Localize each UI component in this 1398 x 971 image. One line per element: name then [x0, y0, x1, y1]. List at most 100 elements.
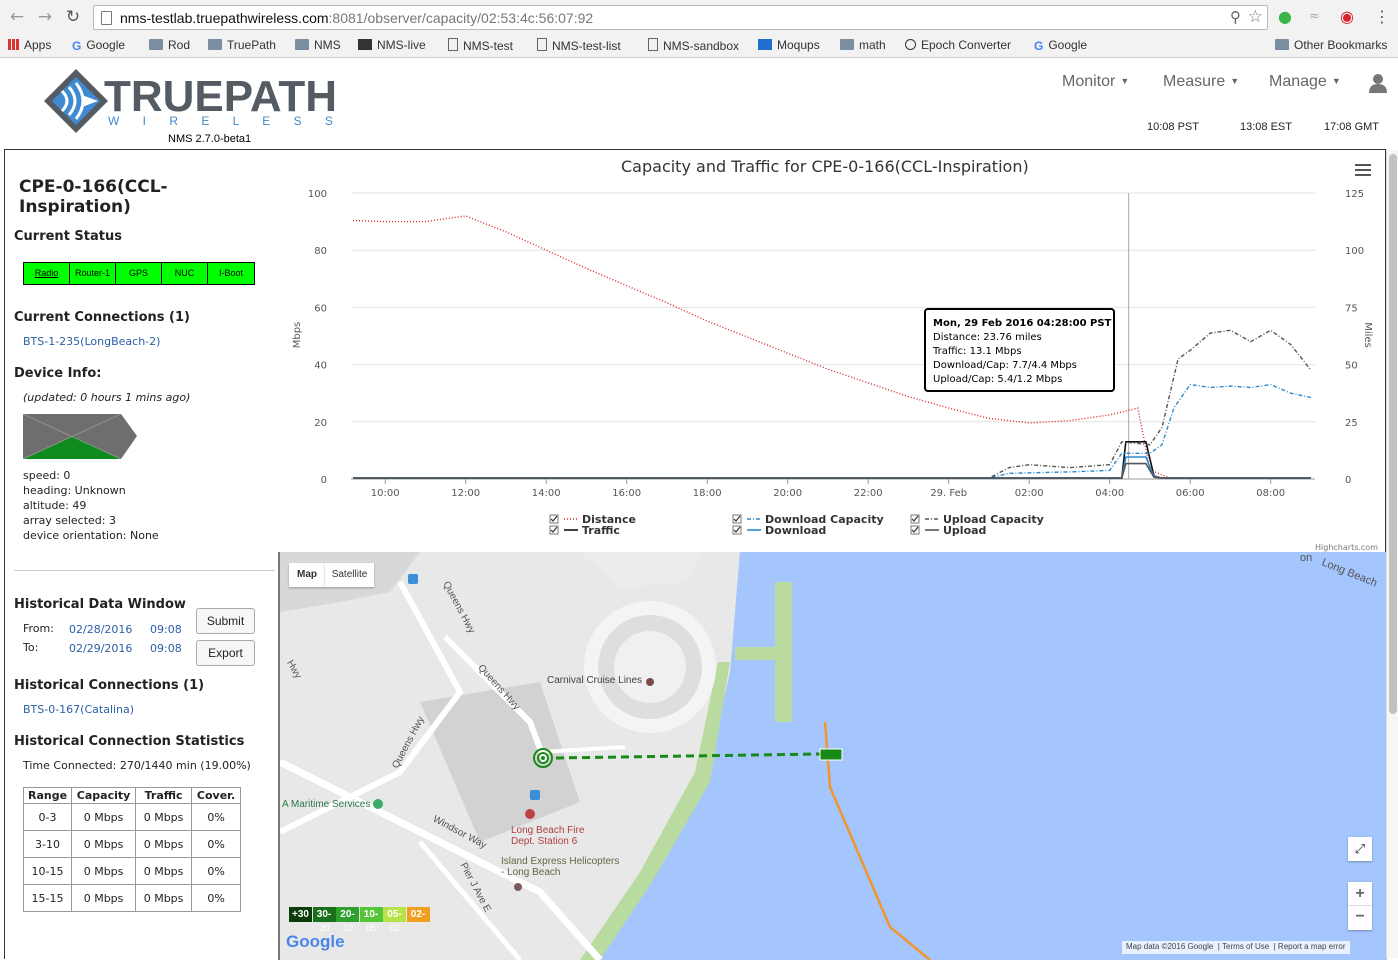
- current-status-heading: Current Status: [14, 229, 122, 244]
- bookmark-nms-test[interactable]: NMS-test: [448, 38, 513, 53]
- check-icon: [550, 526, 558, 533]
- bookmark-moqups[interactable]: Moqups: [758, 38, 820, 52]
- address-bar[interactable]: nms-testlab.truepathwireless.com:8081/ob…: [93, 5, 1268, 30]
- chrome-menu-icon[interactable]: ⋮: [1374, 7, 1390, 26]
- page-icon: [537, 38, 547, 51]
- export-button[interactable]: Export: [196, 640, 255, 666]
- tick-labels: 0 20 40 60 80 100 0 25 50 75 100 125 10:00 12:00 14:00…: [308, 189, 1364, 499]
- legend-range: 02-: [406, 907, 430, 922]
- y-tick-label: 20: [314, 418, 327, 429]
- bookmark-google-2[interactable]: G Google: [1034, 38, 1088, 53]
- chart-credit[interactable]: Highcharts.com: [1315, 543, 1378, 552]
- x-tick-label: 20:00: [773, 488, 802, 499]
- bookmark-math[interactable]: math: [840, 38, 886, 52]
- truepath-logo[interactable]: TRUEPATH W I R E L E S S: [42, 67, 362, 135]
- bts-icon[interactable]: [533, 748, 553, 768]
- map-data-credit: Map data ©2016 Google: [1126, 942, 1214, 951]
- device-updated: (updated: 0 hours 1 mins ago): [23, 391, 191, 404]
- current-connection-link[interactable]: BTS-1-235(LongBeach-2): [23, 335, 161, 348]
- nms-version: NMS 2.7.0-beta1: [168, 133, 252, 145]
- reload-icon[interactable]: ↻: [65, 7, 81, 27]
- map-canvas: [280, 552, 931, 960]
- status-radio[interactable]: Radio: [24, 263, 70, 284]
- capacity-chart: Capacity and Traffic for CPE-0-166(CCL-I…: [281, 150, 1387, 552]
- bookmark-nms-test-list[interactable]: NMS-test-list: [537, 38, 621, 53]
- map-view[interactable]: Map Satellite Carnival Cruise Lines Quee…: [278, 552, 1387, 960]
- report-error-link[interactable]: Report a map error: [1277, 942, 1346, 951]
- map-type-map-button[interactable]: Map: [289, 563, 325, 587]
- bookmark-star-icon[interactable]: ☆: [1247, 7, 1263, 27]
- fullscreen-icon[interactable]: ⤢: [1348, 837, 1372, 861]
- rss-icon[interactable]: ≈: [1309, 9, 1320, 24]
- to-time-input[interactable]: 09:08: [150, 642, 182, 655]
- series-lines: [352, 215, 1312, 479]
- moqups-icon: [758, 39, 772, 50]
- logo-main-text: TRUEPATH: [104, 72, 337, 121]
- bookmark-nms-live[interactable]: NMS-live: [358, 38, 426, 52]
- legend-range: 05-: [383, 907, 406, 922]
- submit-button[interactable]: Submit: [196, 608, 255, 634]
- menu-monitor[interactable]: Monitor ▼: [1062, 73, 1130, 90]
- app-header: TRUEPATH W I R E L E S S NMS 2.7.0-beta1…: [0, 59, 1398, 149]
- bookmark-rod[interactable]: Rod: [149, 38, 190, 52]
- forward-icon[interactable]: →: [37, 7, 53, 27]
- y2-tick-label: 100: [1345, 246, 1364, 257]
- legend-range: 30-: [312, 907, 336, 922]
- tooltip-line: Upload/Cap: 5.4/1.2 Mbps: [933, 374, 1062, 385]
- x-tick-label: 08:00: [1256, 488, 1285, 499]
- status-iboot: I-Boot: [208, 263, 254, 284]
- stats-table: Range Capacity Traffic Cover. 0-3 0 Mbps 0…: [22, 787, 242, 912]
- status-indicators: Radio Router-1 GPS NUC I-Boot: [23, 262, 255, 285]
- clock-est: 13:08 EST: [1240, 121, 1292, 133]
- page-scrollbar[interactable]: [1386, 150, 1398, 958]
- map-credits: Map data ©2016 Google | Terms of Use | R…: [1122, 941, 1350, 954]
- bookmark-epoch-converter[interactable]: Epoch Converter: [905, 38, 1011, 52]
- evernote-icon[interactable]: ●: [1278, 7, 1292, 26]
- user-icon[interactable]: [1368, 73, 1388, 93]
- to-date-input[interactable]: 02/29/2016: [69, 642, 133, 655]
- from-time-input[interactable]: 09:08: [150, 623, 182, 636]
- clock-icon: [905, 39, 916, 50]
- browser-chrome: ← → ↻ nms-testlab.truepathwireless.com:8…: [0, 0, 1398, 58]
- scrollbar-thumb[interactable]: [1389, 154, 1397, 714]
- zoom-icon[interactable]: ⚲: [1230, 8, 1241, 26]
- device-title: CPE-0-166(CCL-Inspiration): [19, 177, 168, 217]
- menu-manage[interactable]: Manage ▼: [1269, 73, 1341, 90]
- check-icon: [733, 515, 741, 522]
- bookmark-apps[interactable]: Apps: [8, 38, 51, 52]
- pinterest-icon[interactable]: ◉: [1340, 7, 1354, 26]
- bookmark-nms[interactable]: NMS: [295, 38, 341, 52]
- from-date-input[interactable]: 02/28/2016: [69, 623, 133, 636]
- bookmark-google[interactable]: G Google: [72, 38, 126, 53]
- url-text: nms-testlab.truepathwireless.com:8081/ob…: [120, 10, 594, 26]
- cell: 0%: [191, 857, 242, 885]
- y-tick-label: 0: [321, 475, 327, 486]
- tooltip-line: Download/Cap: 7.7/4.4 Mbps: [933, 360, 1077, 371]
- map-type-satellite-button[interactable]: Satellite: [325, 563, 374, 587]
- other-bookmarks[interactable]: Other Bookmarks: [1275, 38, 1387, 52]
- back-icon[interactable]: ←: [9, 7, 25, 27]
- left-panel: CPE-0-166(CCL-Inspiration) Current Statu…: [5, 150, 277, 960]
- col-cover: Cover.: [191, 787, 242, 804]
- menu-measure[interactable]: Measure ▼: [1163, 73, 1240, 90]
- bookmark-truepath[interactable]: TruePath: [208, 38, 276, 52]
- legend-item: Distance: [549, 513, 636, 526]
- cell: 0 Mbps: [71, 803, 137, 831]
- folder-icon: [149, 39, 163, 50]
- folder-icon: [295, 39, 309, 50]
- historical-connection-link[interactable]: BTS-0-167(Catalina): [23, 703, 135, 716]
- device-speed: speed: 0: [23, 469, 71, 482]
- zoom-out-icon[interactable]: −: [1355, 908, 1365, 925]
- cpe-marker-icon[interactable]: [819, 748, 843, 761]
- map-label: Long Beach Fire Dept. Station 6: [511, 825, 585, 847]
- bookmark-nms-sandbox[interactable]: NMS-sandbox: [648, 38, 739, 53]
- cell: 0 Mbps: [135, 884, 193, 912]
- zoom-in-icon[interactable]: +: [1348, 882, 1372, 906]
- chart-menu-icon[interactable]: [1355, 164, 1371, 176]
- bookmarks-bar: Apps G Google Rod TruePath NMS NMS-live N…: [0, 35, 1398, 57]
- check-icon: [550, 515, 558, 522]
- terms-link[interactable]: Terms of Use: [1222, 942, 1270, 951]
- folder-icon: [840, 39, 854, 50]
- table-row: 3-10 0 Mbps 0 Mbps 0%: [22, 830, 242, 858]
